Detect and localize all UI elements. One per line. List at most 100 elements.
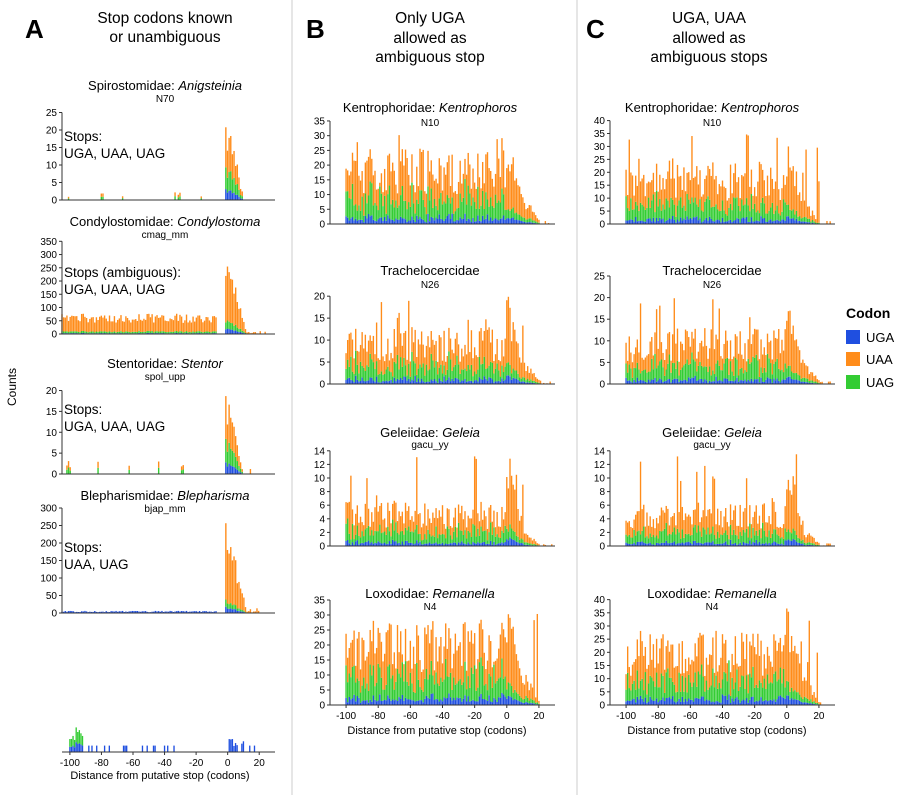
bar-segment-uag [683,205,685,219]
bar-segment-uag [720,534,722,544]
bar-segment-uaa [652,519,655,536]
bar-segment-uag [747,693,749,703]
bar-segment-uag [453,213,455,222]
bar-segment-uga [729,380,732,384]
bar-segment-uag [428,200,431,222]
bar-segment-uaa [241,469,243,472]
bar-segment-uga [700,696,703,705]
bar-segment-uga [639,695,642,705]
bar-segment-uaa [520,362,522,379]
bar-segment-uaa [655,163,658,191]
y-tick-label: 10 [46,428,58,439]
bar-segment-uaa [673,178,675,205]
bar-segment-uag [646,207,648,220]
bar-segment-uag [781,683,783,698]
bar-segment-uaa [744,659,746,689]
bar-segment-uag [628,534,630,544]
bar-segment-uga [372,695,375,705]
bar-segment-uag [348,533,350,544]
bar-segment-uaa [509,458,511,525]
bar-segment-uaa [652,172,655,195]
bar-segment-uaa [758,161,761,214]
bar-segment-uaa [430,522,432,537]
chart-title: Stentoridae: Stentor [107,356,223,371]
bar-segment-uga [451,543,453,546]
bar-segment-uaa [409,519,412,532]
bar-segment-uga [768,542,770,546]
bar-segment-uaa [741,632,743,676]
bar-segment-uag [506,689,508,699]
bar-segment-uga [694,217,696,224]
bar-segment-uag [490,522,492,541]
bar-segment-uga [680,701,682,705]
bar-segment-uaa [77,320,80,332]
bar-segment-uag [470,364,473,381]
bar-segment-uag [651,200,653,222]
bar-segment-uag [662,367,664,383]
bar-segment-uaa [728,198,730,209]
bar-segment-uga [469,701,471,705]
bar-segment-uag [388,664,391,699]
panel-letter-b: B [306,14,325,44]
bar-segment-uag [126,331,129,334]
bar-segment-uag [662,204,664,219]
bar-segment-uag [744,532,746,544]
bar-segment-uga [633,542,635,546]
bar-segment-uaa [374,507,376,531]
bar-segment-uaa [459,361,461,374]
bar-segment-uga [236,331,239,334]
bar-segment-uag [663,375,666,382]
bar-segment-uaa [486,528,489,541]
bar-segment-uag [736,535,738,545]
bar-segment-uag [802,377,804,382]
bar-segment-uag [346,518,349,541]
bar-segment-uag [504,366,506,380]
bar-segment-uaa [427,509,429,530]
bar-segment-uga [654,700,656,705]
x-tick-label: 20 [254,758,266,769]
y-tick-label: 50 [46,316,58,327]
bar-segment-uag [635,689,637,703]
bar-segment-uaa [419,513,421,534]
bar-segment-uaa [798,192,801,217]
bar-segment-uga [649,218,651,224]
bar-segment-uga [467,218,469,224]
chart-sample-id: cmag_mm [142,230,189,241]
bar-segment-uag [387,366,389,382]
bar-segment-uaa [702,510,704,528]
bar-segment-uag [502,678,505,695]
bar-segment-uag [363,536,365,544]
bar-segment-uga [651,221,653,224]
bar-segment-uaa [718,184,720,212]
bar-segment-uaa [766,333,769,354]
bar-segment-uag [404,200,407,220]
bar-segment-uaa [716,508,719,532]
bar-segment-uaa [377,627,379,664]
bar-segment-uaa [523,533,526,543]
bar-segment-uga [385,220,387,224]
bar-segment-uga [718,220,720,224]
bar-segment-uga [396,700,399,705]
bar-segment-uag [509,683,511,697]
bar-segment-uag [802,217,804,222]
bar-segment-uga [798,220,801,224]
bar-segment-uga [673,541,675,546]
bar-segment-uga [806,222,809,224]
bar-segment-uaa [398,652,400,674]
bar-segment-uaa [539,380,542,384]
bar-segment-uaa [528,690,530,701]
bar-segment-uga [667,543,669,546]
bar-segment-uag [750,677,753,697]
bar-segment-uag [136,332,139,334]
bar-segment-uga [430,216,432,224]
bar-segment-uaa [115,322,117,333]
bar-segment-uaa [657,523,659,539]
bar-segment-uga [449,381,452,384]
y-tick-label: 15 [314,175,326,186]
bar-segment-uaa [498,158,500,201]
bar-segment-uga [454,542,457,546]
bar-segment-uag [475,690,477,702]
bar-segment-uaa [647,181,650,198]
bar-segment-uag [700,664,703,697]
